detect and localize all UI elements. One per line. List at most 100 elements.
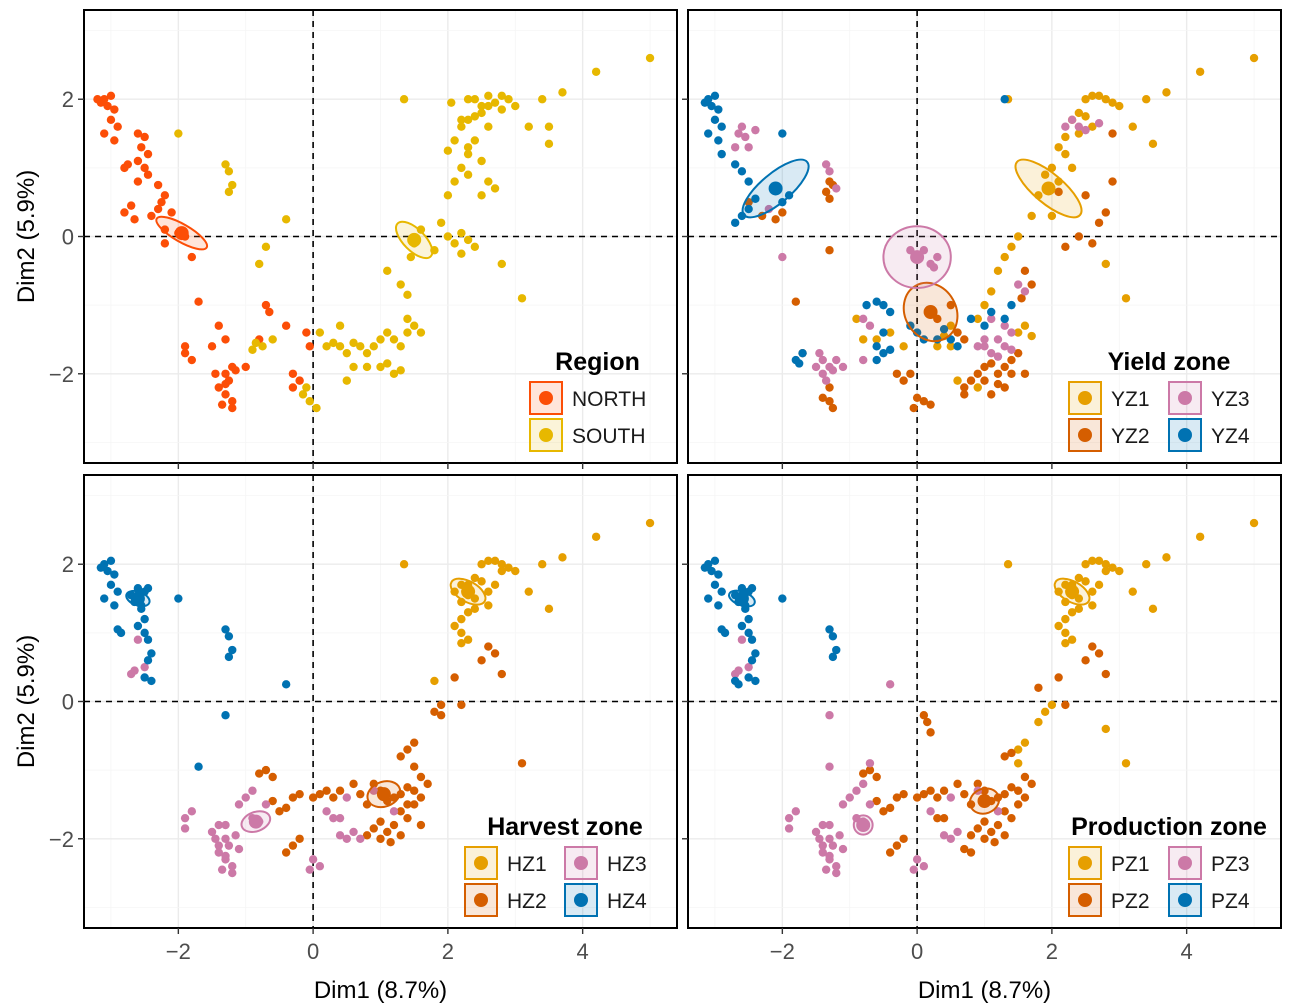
centroid-hz2 bbox=[376, 787, 391, 802]
point-pz4 bbox=[714, 570, 723, 579]
point-yz3 bbox=[828, 366, 838, 375]
point-south bbox=[312, 403, 321, 413]
point-south bbox=[477, 108, 486, 118]
point-pz2 bbox=[1094, 649, 1104, 658]
point-north bbox=[153, 204, 163, 214]
point-hz1 bbox=[450, 621, 459, 631]
point-pz4 bbox=[832, 645, 841, 655]
point-pz2 bbox=[1000, 807, 1009, 816]
point-hz3 bbox=[234, 844, 244, 854]
point-pz2 bbox=[872, 772, 881, 782]
point-yz2 bbox=[1020, 369, 1030, 378]
point-yz1 bbox=[1013, 328, 1023, 337]
point-pz4 bbox=[710, 556, 720, 565]
point-yz4 bbox=[700, 98, 710, 107]
point-north bbox=[265, 307, 274, 317]
point-yz4 bbox=[879, 328, 888, 337]
point-north bbox=[120, 163, 129, 173]
x-tick-label: −2 bbox=[166, 939, 191, 964]
point-hz2 bbox=[409, 786, 419, 795]
point-hz3 bbox=[221, 820, 230, 830]
point-yz1 bbox=[859, 335, 868, 344]
centroid-yz3 bbox=[910, 250, 925, 265]
point-yz1 bbox=[1067, 163, 1077, 173]
point-pz1 bbox=[1128, 587, 1137, 596]
point-yz2 bbox=[771, 215, 780, 224]
point-yz1 bbox=[899, 342, 908, 351]
point-south bbox=[416, 328, 426, 337]
point-pz2 bbox=[885, 848, 895, 857]
point-hz2 bbox=[356, 789, 365, 799]
point-pz3 bbox=[865, 800, 875, 809]
y-tick-label: 0 bbox=[62, 690, 74, 715]
point-pz4 bbox=[720, 628, 730, 638]
point-hz2 bbox=[295, 789, 304, 799]
point-yz3 bbox=[832, 355, 841, 365]
point-hz2 bbox=[362, 831, 372, 840]
point-hz2 bbox=[275, 807, 284, 816]
point-yz3 bbox=[1000, 342, 1009, 351]
point-pz1 bbox=[1061, 638, 1070, 648]
point-south bbox=[376, 362, 385, 372]
panel-bottom-right: −2 0 2 4 Production zone PZ1 PZ2 PZ3 PZ4 bbox=[682, 474, 1282, 964]
panel-top-right: Yield zone YZ1 YZ2 YZ3 YZ4 bbox=[682, 9, 1282, 469]
point-pz3 bbox=[885, 680, 895, 689]
point-pz2 bbox=[1013, 786, 1023, 795]
point-yz1 bbox=[1027, 331, 1036, 341]
point-pz1 bbox=[1115, 566, 1124, 576]
point-north bbox=[228, 403, 237, 413]
point-yz2 bbox=[1013, 348, 1023, 358]
point-north bbox=[281, 321, 291, 330]
point-hz3 bbox=[315, 862, 325, 871]
point-hz1 bbox=[497, 566, 506, 576]
point-pz1 bbox=[1101, 566, 1110, 576]
legend-key-dot-hz3 bbox=[574, 856, 588, 870]
point-yz1 bbox=[1115, 101, 1124, 111]
point-hz1 bbox=[538, 560, 547, 569]
x-tick-label: 2 bbox=[1046, 939, 1058, 964]
point-yz3 bbox=[744, 143, 753, 152]
point-pz4 bbox=[717, 587, 726, 596]
point-yz1 bbox=[1013, 232, 1023, 241]
legend-key-dot-pz4 bbox=[1178, 893, 1192, 907]
point-hz1 bbox=[430, 676, 439, 686]
point-south bbox=[463, 115, 473, 125]
point-north bbox=[143, 170, 153, 179]
point-pz4 bbox=[778, 594, 787, 603]
point-north bbox=[133, 129, 143, 138]
point-hz2 bbox=[403, 813, 412, 823]
point-pz2 bbox=[892, 793, 902, 802]
point-pz3 bbox=[912, 855, 922, 864]
point-pz3 bbox=[865, 759, 875, 768]
point-hz4 bbox=[143, 656, 153, 665]
point-south bbox=[497, 91, 506, 100]
centroid-north bbox=[174, 226, 189, 241]
point-pz1 bbox=[1088, 587, 1097, 596]
point-pz1 bbox=[1142, 560, 1151, 569]
point-south bbox=[470, 136, 480, 145]
point-hz3 bbox=[187, 807, 197, 816]
point-yz2 bbox=[1081, 191, 1090, 200]
point-yz1 bbox=[1054, 143, 1063, 152]
point-north bbox=[113, 122, 122, 131]
point-yz1 bbox=[1081, 95, 1090, 104]
point-pz1 bbox=[1047, 700, 1057, 710]
point-south bbox=[490, 98, 500, 107]
point-pz2 bbox=[966, 831, 976, 840]
point-north bbox=[106, 115, 116, 125]
legend-label-hz4: HZ4 bbox=[607, 890, 647, 913]
point-hz1 bbox=[558, 553, 567, 562]
point-yz4 bbox=[953, 342, 962, 351]
point-yz1 bbox=[1088, 91, 1097, 100]
point-hz3 bbox=[349, 827, 358, 837]
point-yz1 bbox=[1249, 53, 1259, 63]
point-pz1 bbox=[1061, 614, 1070, 624]
point-hz2 bbox=[396, 752, 405, 761]
point-north bbox=[120, 208, 129, 217]
point-hz3 bbox=[214, 820, 223, 830]
point-yz2 bbox=[825, 246, 834, 255]
point-pz2 bbox=[892, 841, 902, 850]
point-north bbox=[214, 383, 223, 392]
point-south bbox=[224, 187, 234, 197]
point-yz3 bbox=[838, 362, 848, 372]
